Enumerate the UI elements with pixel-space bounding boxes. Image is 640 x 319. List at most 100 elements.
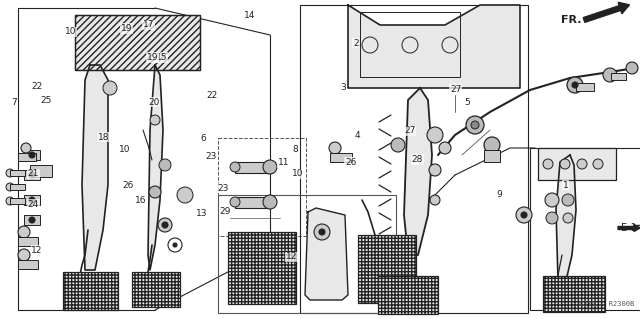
Text: 10: 10	[292, 169, 303, 178]
Text: 8: 8	[293, 145, 298, 154]
Circle shape	[162, 222, 168, 228]
Circle shape	[562, 194, 574, 206]
Text: 12: 12	[31, 246, 43, 255]
Circle shape	[263, 195, 277, 209]
Bar	[378, 276, 438, 314]
Text: 10: 10	[119, 145, 131, 154]
Text: 14: 14	[244, 11, 255, 20]
Bar	[18, 237, 38, 246]
Polygon shape	[305, 208, 348, 300]
Text: 10: 10	[65, 27, 76, 36]
Circle shape	[545, 193, 559, 207]
Text: 9: 9	[497, 190, 502, 199]
Circle shape	[329, 142, 341, 154]
Text: 28: 28	[412, 155, 423, 164]
Bar	[10, 198, 25, 204]
Circle shape	[430, 195, 440, 205]
Circle shape	[159, 159, 171, 171]
Bar	[24, 150, 40, 160]
Bar	[530, 148, 640, 310]
Circle shape	[521, 212, 527, 218]
Bar	[63, 272, 118, 310]
Text: 11: 11	[278, 158, 289, 167]
Text: 23: 23	[205, 152, 217, 161]
Text: 19: 19	[147, 53, 158, 62]
Bar	[24, 215, 40, 225]
Text: S3Y3 - R2300B: S3Y3 - R2300B	[579, 301, 634, 307]
Text: 15: 15	[156, 53, 167, 62]
Bar	[576, 83, 594, 91]
Bar	[10, 184, 25, 190]
Bar	[484, 150, 500, 162]
Bar	[228, 232, 296, 304]
Text: 26: 26	[122, 181, 134, 189]
Circle shape	[230, 197, 240, 207]
Circle shape	[6, 197, 14, 205]
Bar	[18, 260, 38, 269]
Text: 1: 1	[563, 181, 568, 189]
Circle shape	[177, 187, 193, 203]
Text: 25: 25	[40, 96, 52, 105]
Text: 27: 27	[404, 126, 415, 135]
Text: 21: 21	[28, 169, 39, 178]
Text: 29: 29	[220, 207, 231, 216]
Text: 23: 23	[217, 184, 228, 193]
Polygon shape	[82, 65, 108, 270]
Bar	[218, 195, 396, 313]
Text: 2: 2	[353, 39, 358, 48]
Circle shape	[29, 217, 35, 223]
Circle shape	[484, 137, 500, 153]
Circle shape	[18, 249, 30, 261]
FancyArrow shape	[583, 2, 630, 22]
Polygon shape	[148, 65, 163, 270]
Text: 19: 19	[121, 24, 132, 33]
Bar	[10, 170, 25, 176]
Circle shape	[546, 212, 558, 224]
Bar	[24, 195, 40, 205]
Circle shape	[103, 81, 117, 95]
Text: 3: 3	[340, 83, 346, 92]
Text: 17: 17	[143, 20, 154, 29]
Text: 13: 13	[196, 209, 207, 218]
Circle shape	[466, 116, 484, 134]
Bar	[24, 170, 40, 180]
Text: 26: 26	[345, 158, 356, 167]
Bar	[360, 12, 460, 77]
Circle shape	[471, 121, 479, 129]
Circle shape	[18, 226, 30, 238]
Circle shape	[263, 160, 277, 174]
Text: 12: 12	[286, 252, 298, 261]
Text: 4: 4	[355, 131, 360, 140]
Circle shape	[563, 213, 573, 223]
Polygon shape	[404, 88, 432, 255]
Circle shape	[150, 115, 160, 125]
Circle shape	[543, 159, 553, 169]
Circle shape	[391, 138, 405, 152]
Text: 24: 24	[28, 200, 39, 209]
Text: 6: 6	[201, 134, 206, 143]
Bar	[30, 165, 52, 177]
Bar	[75, 15, 200, 70]
Bar	[330, 153, 352, 162]
Circle shape	[593, 159, 603, 169]
Bar	[538, 148, 616, 180]
Circle shape	[427, 127, 443, 143]
Bar	[75, 15, 200, 70]
Circle shape	[314, 224, 330, 240]
Circle shape	[429, 164, 441, 176]
Bar	[543, 276, 605, 312]
Bar	[300, 5, 528, 313]
Text: 22: 22	[31, 82, 43, 91]
Circle shape	[567, 77, 583, 93]
Text: 5: 5	[465, 98, 470, 107]
Circle shape	[29, 152, 35, 158]
Circle shape	[29, 197, 35, 203]
Text: FR.: FR.	[561, 15, 582, 25]
Circle shape	[21, 143, 31, 153]
Bar	[218, 138, 306, 236]
Circle shape	[173, 243, 177, 247]
Circle shape	[6, 169, 14, 177]
Text: 7: 7	[12, 98, 17, 107]
Bar	[358, 235, 416, 303]
Text: 27: 27	[450, 85, 461, 94]
